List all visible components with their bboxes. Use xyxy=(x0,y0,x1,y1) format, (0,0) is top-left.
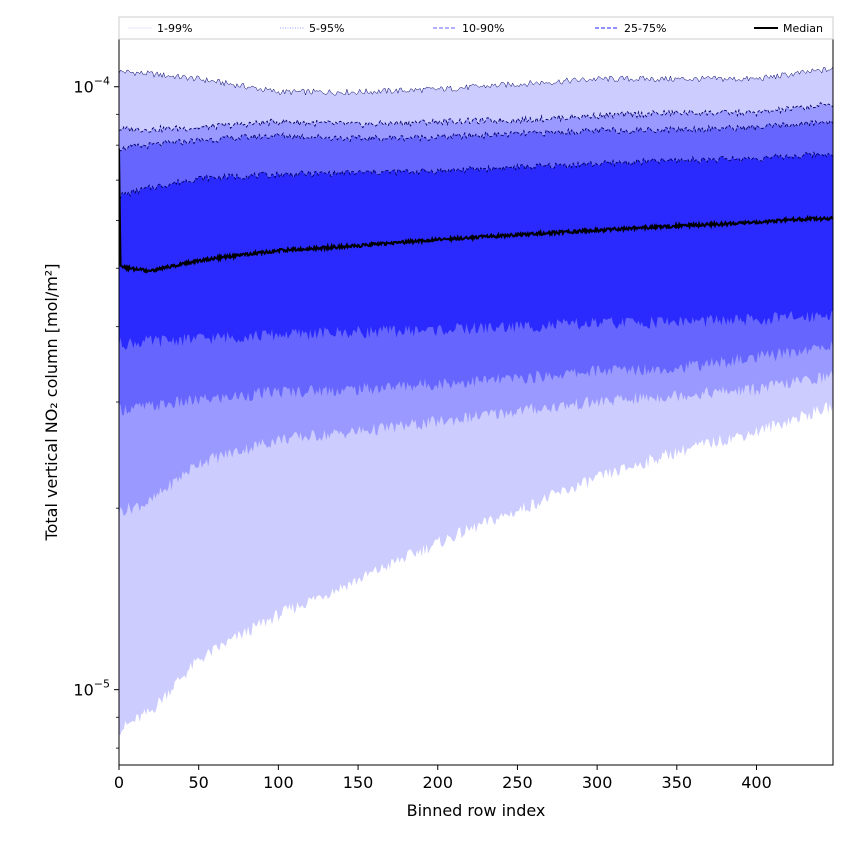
band-upper-edge-10-90% xyxy=(119,120,833,152)
band-upper-edge-25-75% xyxy=(119,151,833,199)
band-upper-edge-1-99% xyxy=(119,66,833,96)
band-upper-edge-5-95% xyxy=(119,102,833,134)
y-axis-label: Total vertical NO₂ column [mol/m²] xyxy=(42,264,61,542)
legend-label: 25-75% xyxy=(624,22,666,35)
x-axis-label: Binned row index xyxy=(407,801,546,820)
x-tick-label: 150 xyxy=(343,773,374,792)
x-tick-label: 0 xyxy=(114,773,124,792)
x-tick-label: 300 xyxy=(582,773,613,792)
legend-label: 1-99% xyxy=(157,22,192,35)
y-tick-label: 10−5 xyxy=(73,678,110,700)
legend: 1-99% 5-95% 10-90% 25-75% Median xyxy=(118,16,834,40)
legend-label: Median xyxy=(783,22,823,35)
legend-label: 5-95% xyxy=(309,22,344,35)
x-tick-label: 250 xyxy=(502,773,533,792)
x-tick-label: 100 xyxy=(263,773,294,792)
median-layer xyxy=(119,148,833,274)
y-tick-label: 10−4 xyxy=(73,75,110,97)
median-line xyxy=(119,148,833,274)
bands-layer xyxy=(119,66,833,736)
x-axis: 0 50 100 150 200 250 300 350 400 xyxy=(114,765,772,792)
x-tick-label: 50 xyxy=(189,773,209,792)
legend-box xyxy=(118,16,834,40)
x-tick-label: 350 xyxy=(662,773,693,792)
band-25-75% xyxy=(119,152,833,350)
x-tick-label: 200 xyxy=(422,773,453,792)
x-tick-label: 400 xyxy=(741,773,772,792)
y-axis: 10−5 10−4 xyxy=(73,75,119,749)
legend-label: 10-90% xyxy=(462,22,504,35)
